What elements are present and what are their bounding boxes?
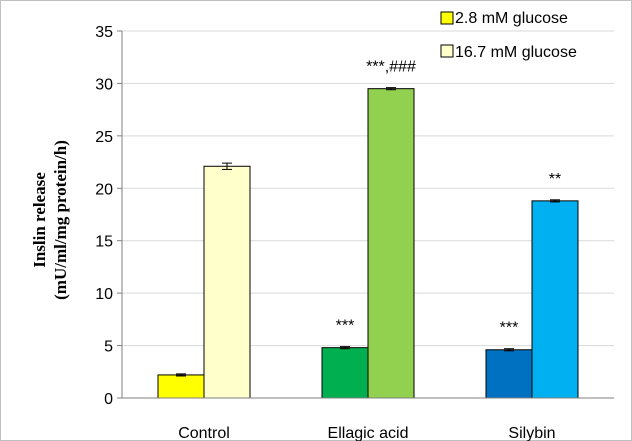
error-bars [176,87,560,377]
bar [367,88,415,399]
legend-swatch-16-7mm [440,44,454,58]
bar [485,349,533,399]
bar [321,347,369,399]
y-tick-label: 25 [95,129,113,146]
legend: 2.8 mM glucose 16.7 mM glucose [440,10,577,61]
y-tick-label: 10 [95,286,113,303]
y-axis-label: Inslin release (mU/ml/mg protein/h) [30,140,70,300]
significance-annotations: ******,###***** [336,59,562,337]
axes [121,31,614,399]
legend-label-2-8mm: 2.8 mM glucose [455,10,568,27]
y-tick-label: 20 [95,181,113,198]
bar [157,374,205,399]
x-tick-label: Ellagic acid [328,425,409,441]
y-tick-label: 35 [95,24,113,41]
significance-label: *** [336,318,355,335]
x-tick-label: Control [178,425,230,441]
bar [203,165,251,399]
bar [531,200,579,399]
y-tick-label: 0 [104,391,113,408]
y-tick-label: 15 [95,234,113,251]
significance-label: ** [549,171,561,188]
y-axis-ticks: 0 5 10 15 20 25 30 35 [95,24,122,408]
y-axis-label-line-2: (mU/ml/mg protein/h) [51,140,70,300]
y-axis-label-line-1: Inslin release [30,172,49,268]
y-tick-label: 5 [104,339,113,356]
significance-label: ***,### [366,59,416,76]
legend-label-16-7mm: 16.7 mM glucose [455,44,577,61]
y-tick-label: 30 [95,76,113,93]
significance-label: *** [500,320,519,337]
bars [157,88,579,399]
x-tick-label: Silybin [508,425,555,441]
x-axis-labels: Control Ellagic acid Silybin [178,425,555,441]
legend-swatch-2-8mm [440,11,454,25]
